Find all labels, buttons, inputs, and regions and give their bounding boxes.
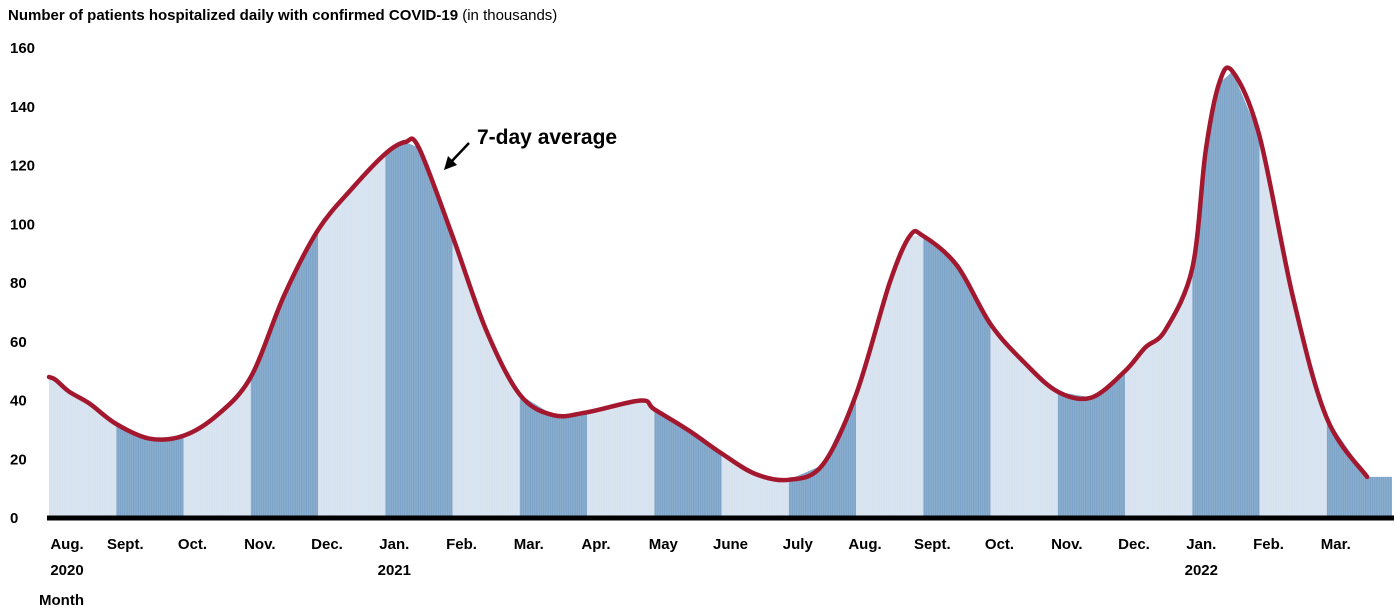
x-tick-label-15: Nov. [1051,536,1082,553]
month-band-2 [183,377,251,518]
x-tick-year-0: 2020 [50,562,83,579]
y-tick-label-4: 80 [10,275,27,292]
seven-day-average-line [46,65,1370,483]
x-axis-title: Month [39,592,84,609]
month-band-17 [1192,71,1260,518]
x-tick-label-1: Sept. [107,536,144,553]
month-band-11 [788,394,856,518]
x-tick-label-8: Apr. [581,536,610,553]
x-axis-ticks: Aug. 2020 Sept. Oct. Nov. Dec. Jan. 2021 Feb. Mar… [50,536,1350,579]
annotation-arrow-shaft [450,142,470,163]
x-tick-label-3: Nov. [244,536,275,553]
y-tick-label-3: 60 [10,334,27,351]
x-tick-label-6: Feb. [446,536,477,553]
annotation: 7-day average [444,126,617,170]
x-tick-label-13: Sept. [914,536,951,553]
month-band-12 [856,236,924,518]
annotation-arrowhead [444,156,457,170]
month-bands [49,71,1392,519]
daily-bars [51,68,1392,518]
month-band-15 [1057,371,1125,518]
x-tick-label-16: Dec. [1118,536,1150,553]
x-tick-label-5: Jan. [379,536,409,553]
x-tick-label-7: Mar. [514,536,544,553]
x-tick-label-19: Mar. [1321,536,1351,553]
y-tick-label-1: 20 [10,451,27,468]
chart-title-main: Number of patients hospitalized daily wi… [8,7,459,24]
y-axis-ticks: 0 20 40 60 80 100 120 140 160 [10,40,35,527]
month-band-10 [721,453,789,518]
x-tick-label-4: Dec. [311,536,343,553]
month-band-18 [1259,136,1327,518]
month-band-1 [116,424,184,518]
y-tick-label-0: 0 [10,510,18,527]
x-tick-label-17: Jan. [1186,536,1216,553]
month-band-5 [385,142,453,518]
month-band-14 [990,324,1058,518]
x-tick-year-5: 2021 [378,562,411,579]
x-tick-label-14: Oct. [985,536,1014,553]
month-band-6 [452,236,520,518]
x-tick-label-9: May [649,536,679,553]
y-tick-label-5: 100 [10,216,35,233]
chart-subtitle: (in thousands) [462,7,558,24]
month-band-3 [250,230,318,518]
chart-title: Number of patients hospitalized daily wi… [8,7,557,24]
y-tick-label-8: 160 [10,40,35,57]
month-band-7 [519,394,587,518]
x-tick-label-11: July [783,536,814,553]
y-tick-label-2: 40 [10,393,27,410]
month-band-9 [654,409,722,518]
x-tick-label-18: Feb. [1253,536,1284,553]
x-tick-label-2: Oct. [178,536,207,553]
x-tick-label-10: June [713,536,748,553]
month-band-8 [587,400,655,518]
y-tick-label-6: 120 [10,158,35,175]
month-band-16 [1125,268,1193,518]
x-tick-label-0: Aug. [50,536,83,553]
month-band-13 [923,236,991,518]
x-tick-year-17: 2022 [1185,562,1218,579]
y-tick-label-7: 140 [10,99,35,116]
x-tick-label-12: Aug. [848,536,881,553]
month-band-4 [318,153,386,519]
annotation-label: 7-day average [477,126,617,149]
